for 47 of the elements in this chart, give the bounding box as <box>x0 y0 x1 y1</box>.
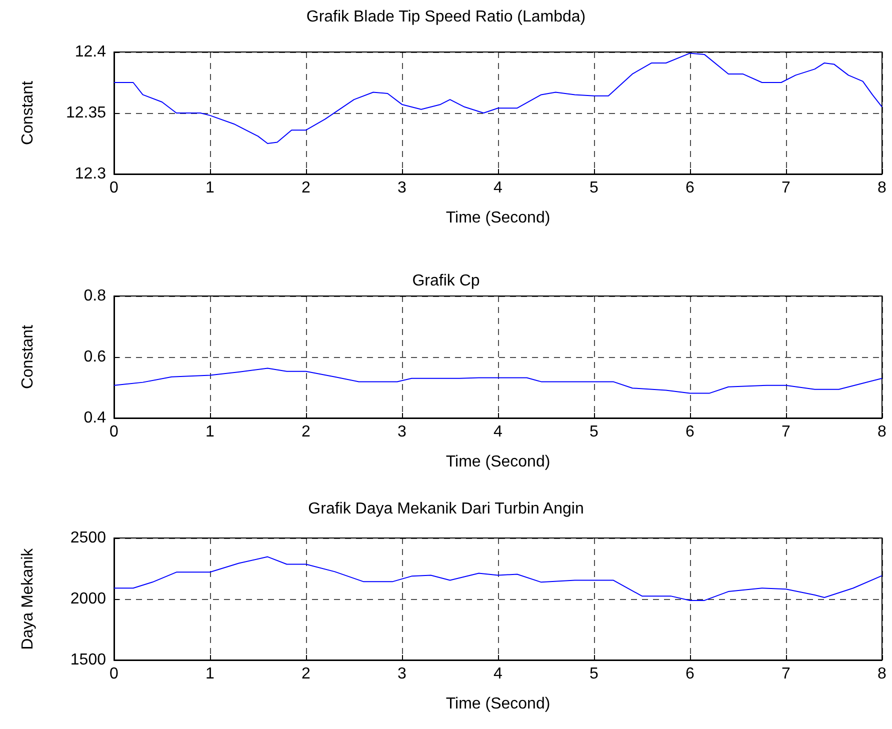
y-tick-label: 0.8 <box>84 288 106 304</box>
x-tick-label: 3 <box>398 424 407 440</box>
x-tick-label: 5 <box>590 424 599 440</box>
y-tick-label: 0.4 <box>84 410 106 426</box>
chart-title: Grafik Blade Tip Speed Ratio (Lambda) <box>306 8 586 26</box>
x-tick-label: 4 <box>494 666 503 682</box>
chart-title: Grafik Daya Mekanik Dari Turbin Angin <box>308 500 584 518</box>
x-tick-label: 7 <box>782 180 791 196</box>
x-tick-label: 4 <box>494 424 503 440</box>
x-tick-label: 2 <box>302 424 311 440</box>
y-tick-label: 0.6 <box>84 348 106 366</box>
y-axis-title: Daya Mekanik <box>20 547 36 650</box>
x-axis-title: Time (Second) <box>446 210 550 226</box>
y-tick-label: 12.35 <box>66 104 106 122</box>
x-tick-label: 2 <box>302 180 311 196</box>
x-tick-label: 4 <box>494 180 503 196</box>
y-tick-label: 2000 <box>70 590 106 608</box>
y-tick-label: 12.3 <box>74 166 106 182</box>
x-tick-label: 2 <box>302 666 311 682</box>
x-tick-label: 8 <box>878 424 887 440</box>
y-tick-label: 2500 <box>70 530 106 546</box>
x-tick-label: 8 <box>878 180 887 196</box>
x-tick-label: 0 <box>110 666 119 682</box>
x-axis-title: Time (Second) <box>446 696 550 712</box>
y-axis-title: Constant <box>20 324 36 390</box>
x-tick-label: 1 <box>206 424 215 440</box>
x-tick-label: 3 <box>398 180 407 196</box>
chart-title: Grafik Cp <box>412 272 480 290</box>
x-tick-label: 5 <box>590 666 599 682</box>
x-tick-label: 6 <box>686 180 695 196</box>
x-axis-title: Time (Second) <box>446 454 550 470</box>
x-tick-label: 6 <box>686 666 695 682</box>
x-tick-label: 8 <box>878 666 887 682</box>
x-tick-label: 7 <box>782 424 791 440</box>
x-tick-label: 5 <box>590 180 599 196</box>
x-tick-label: 3 <box>398 666 407 682</box>
x-tick-label: 6 <box>686 424 695 440</box>
x-tick-label: 1 <box>206 666 215 682</box>
x-tick-label: 7 <box>782 666 791 682</box>
y-axis-title: Constant <box>20 80 36 146</box>
x-tick-label: 0 <box>110 180 119 196</box>
line-series <box>114 368 882 394</box>
x-tick-label: 1 <box>206 180 215 196</box>
line-series <box>114 556 882 601</box>
x-tick-label: 0 <box>110 424 119 440</box>
y-tick-label: 1500 <box>70 652 106 668</box>
y-tick-label: 12.4 <box>74 44 106 60</box>
